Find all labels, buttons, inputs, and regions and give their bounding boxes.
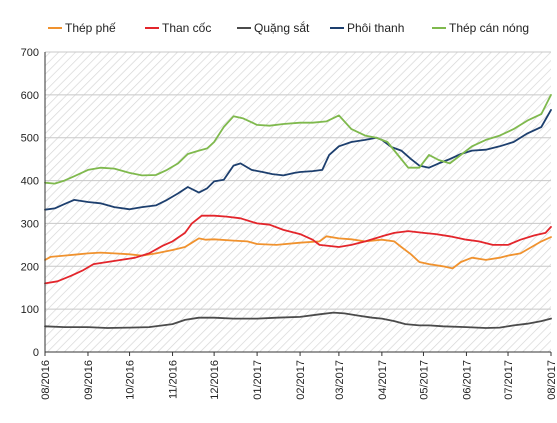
x-tick-label: 07/2017	[503, 360, 515, 400]
legend-label: Phôi thanh	[347, 21, 404, 35]
series-line-1	[44, 235, 552, 270]
x-tick-label: 03/2017	[334, 360, 346, 400]
y-tick-label: 400	[21, 176, 39, 188]
series-layer	[44, 94, 552, 329]
x-tick-label: 04/2017	[377, 360, 389, 400]
legend: Thép phế Than cốc Quặng sắt Phôi thanh Thép …	[48, 20, 529, 35]
legend-label: Thép phế	[65, 21, 116, 35]
y-tick-label: 700	[21, 47, 39, 59]
y-tick-label: 200	[21, 261, 39, 273]
x-tick-label: 11/2016	[168, 360, 180, 399]
plot-background	[45, 52, 551, 352]
x-tick-label: 05/2017	[418, 360, 430, 400]
y-axis-ticks: 0 100 200 300 400 500 600 700	[21, 47, 39, 359]
legend-label: Thép cán nóng	[449, 21, 529, 35]
x-tick-label: 01/2017	[252, 360, 264, 400]
y-tick-label: 500	[21, 133, 39, 145]
x-tick-label: 12/2016	[209, 360, 221, 400]
y-tick-label: 100	[21, 304, 39, 316]
y-tick-label: 600	[21, 90, 39, 102]
series-line-5	[44, 94, 552, 185]
series-line-3	[44, 311, 552, 329]
x-axis-ticks: 08/2016 09/2016 10/2016 11/2016 12/2016 01/20…	[40, 352, 557, 400]
x-tick-label: 09/2016	[83, 360, 95, 400]
x-tick-label: 08/2017	[546, 360, 557, 400]
y-tick-label: 300	[21, 218, 39, 230]
y-tick-label: 0	[33, 347, 39, 359]
x-tick-label: 10/2016	[125, 360, 137, 400]
x-tick-label: 06/2017	[461, 360, 473, 400]
series-line-4	[44, 109, 552, 211]
legend-label: Than cốc	[162, 21, 211, 35]
legend-label: Quặng sắt	[254, 20, 310, 35]
gridlines	[45, 51, 551, 310]
x-tick-label: 02/2017	[295, 360, 307, 400]
series-line-2	[44, 214, 552, 285]
x-tick-label: 08/2016	[40, 360, 52, 400]
